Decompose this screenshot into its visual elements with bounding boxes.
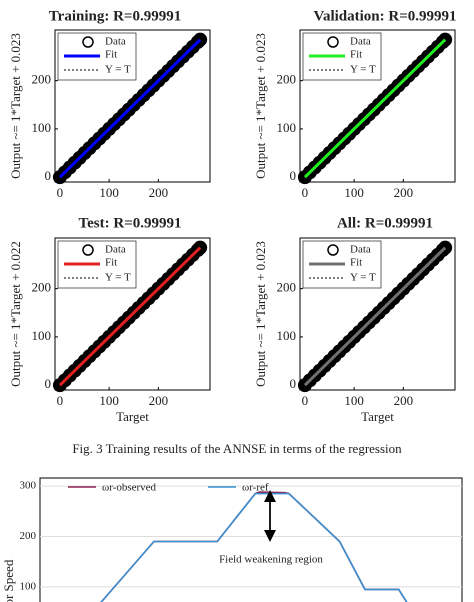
x-axis-label: Target bbox=[116, 409, 149, 424]
y-axis-label: Output ~= 1*Target + 0.023 bbox=[253, 241, 268, 387]
y-tick-label: 100 bbox=[277, 328, 297, 343]
y-tick-label: 200 bbox=[32, 72, 52, 87]
x-tick-label: 100 bbox=[344, 393, 364, 408]
y-tick-label: 300 bbox=[20, 480, 37, 492]
chart-title: All: R=0.99991 bbox=[337, 215, 433, 231]
x-axis-label: Target bbox=[361, 409, 394, 424]
y-tick-label: 0 bbox=[290, 376, 297, 391]
y-tick-label: 200 bbox=[32, 280, 52, 295]
y-tick-label: 100 bbox=[32, 120, 52, 135]
y-tick-label: 100 bbox=[32, 328, 52, 343]
y-tick-label: 0 bbox=[45, 168, 52, 183]
legend-label: Fit bbox=[350, 257, 362, 269]
legend-marker bbox=[327, 36, 339, 48]
chart-title: Test: R=0.99991 bbox=[79, 215, 182, 231]
annotation: Field weakening region bbox=[219, 554, 323, 566]
legend-label: Data bbox=[350, 36, 371, 48]
legend-label: Fit bbox=[350, 49, 362, 61]
legend-label: Y = T bbox=[350, 272, 376, 284]
fit-line bbox=[58, 246, 202, 387]
x-tick-label: 200 bbox=[149, 393, 169, 408]
annotation-box bbox=[215, 550, 327, 568]
y-tick-label: 100 bbox=[277, 120, 297, 135]
chart-title: Training: R=0.99991 bbox=[49, 8, 181, 24]
y-tick-label: 0 bbox=[45, 376, 52, 391]
x-tick-label: 0 bbox=[57, 393, 64, 408]
x-tick-label: 100 bbox=[99, 393, 119, 408]
x-tick-label: 100 bbox=[344, 185, 364, 200]
y-axis-label: Output ~= 1*Target + 0.022 bbox=[8, 241, 23, 387]
y-tick-label: 200 bbox=[277, 72, 297, 87]
legend-label: Y = T bbox=[105, 272, 131, 284]
x-tick-label: 100 bbox=[99, 185, 119, 200]
x-tick-label: 200 bbox=[394, 393, 414, 408]
fit-line bbox=[303, 246, 447, 387]
legend-label: ωr-observed bbox=[102, 482, 157, 494]
x-tick-label: 200 bbox=[394, 185, 414, 200]
series-group bbox=[100, 491, 408, 602]
legend-marker bbox=[82, 244, 94, 256]
legend-label: Data bbox=[105, 244, 126, 256]
y-axis-label: Output ~= 1*Target + 0.023 bbox=[8, 33, 23, 179]
legend-marker bbox=[327, 244, 339, 256]
y-axis-label: Rotor Speed bbox=[1, 559, 16, 602]
x-tick-label: 200 bbox=[149, 185, 169, 200]
plot-area bbox=[39, 477, 463, 602]
legend-marker bbox=[82, 36, 94, 48]
caption: Fig. 3 Training results of the ANNSE in … bbox=[72, 441, 402, 456]
y-tick-label: 200 bbox=[20, 530, 37, 542]
y-tick-label: 0 bbox=[290, 168, 297, 183]
y-tick-label: 100 bbox=[20, 580, 37, 592]
legend-label: Data bbox=[350, 244, 371, 256]
x-tick-label: 0 bbox=[302, 185, 309, 200]
x-tick-label: 0 bbox=[57, 185, 64, 200]
x-tick-label: 0 bbox=[302, 393, 309, 408]
legend-label: Data bbox=[105, 36, 126, 48]
fit-line bbox=[58, 38, 202, 179]
legend-label: Y = T bbox=[105, 64, 131, 76]
legend-label: Fit bbox=[105, 49, 117, 61]
legend-label: Y = T bbox=[350, 64, 376, 76]
chart-title: Validation: R=0.99991 bbox=[313, 8, 456, 24]
y-tick-label: 200 bbox=[277, 280, 297, 295]
fit-line bbox=[303, 38, 447, 179]
series-line bbox=[100, 492, 408, 602]
legend-label: ωr-ref bbox=[242, 482, 269, 494]
legend-label: Fit bbox=[105, 257, 117, 269]
y-axis-label: Output ~= 1*Target + 0.023 bbox=[253, 33, 268, 179]
